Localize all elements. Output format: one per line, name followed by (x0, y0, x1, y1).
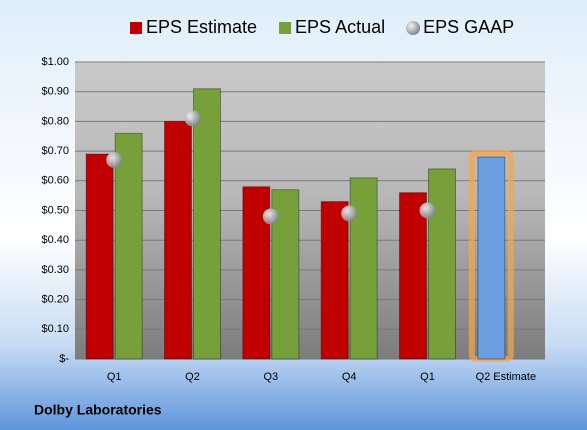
gaap-marker (184, 110, 201, 127)
y-tick-label: $- (59, 353, 69, 365)
gaap-marker (419, 202, 436, 219)
legend-marker (279, 22, 292, 34)
x-tick-label: Q1 (107, 371, 122, 383)
y-tick-label: $0.90 (41, 86, 69, 98)
y-tick-label: $0.20 (41, 294, 69, 306)
gaap-marker (341, 205, 358, 222)
x-tick-label: Q1 (420, 371, 435, 383)
legend-label: EPS GAAP (423, 17, 514, 37)
bar (349, 177, 378, 360)
y-tick-label: $1.00 (41, 56, 69, 68)
footer: Dolby Laboratories (34, 402, 162, 418)
y-tick-label: $0.70 (41, 145, 69, 157)
x-tick-label: Q4 (342, 371, 357, 383)
bar (477, 156, 506, 360)
legend-label: EPS Actual (295, 17, 385, 37)
y-tick-label: $0.10 (41, 323, 69, 335)
bar (164, 120, 192, 360)
bar (399, 192, 427, 360)
x-tick-label: Q3 (263, 371, 278, 383)
legend-label: EPS Estimate (146, 17, 257, 37)
bar (428, 168, 456, 360)
x-tick-label: Q2 (185, 371, 200, 383)
gaap-marker (262, 208, 279, 225)
y-tick-label: $0.30 (41, 264, 69, 276)
gaap-marker (106, 152, 123, 169)
bar (193, 88, 221, 360)
legend-marker (406, 21, 421, 35)
y-tick-label: $0.80 (41, 115, 69, 127)
bar (114, 132, 143, 360)
y-tick-label: $0.60 (41, 175, 69, 187)
bar (85, 153, 114, 360)
legend-marker (130, 22, 142, 34)
bar (320, 201, 349, 360)
x-tick-label: Q2 Estimate (476, 371, 537, 383)
y-tick-label: $0.50 (41, 204, 69, 216)
y-tick-label: $0.40 (41, 234, 69, 246)
